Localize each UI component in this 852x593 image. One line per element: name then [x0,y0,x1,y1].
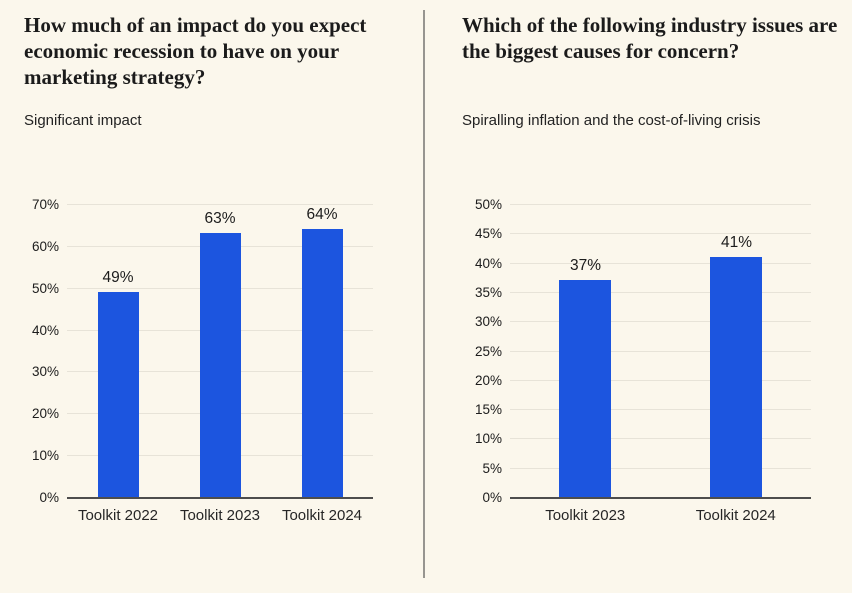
right-chart-panel: Which of the following industry issues a… [429,0,852,593]
bar-value-label: 41% [720,234,753,251]
bar-toolkit-2023 [200,233,241,497]
gridline [510,291,811,293]
bar-value-label: 63% [204,210,236,227]
left-chart-subtitle: Significant impact [24,112,142,129]
gridline [67,204,373,205]
plot-area: 37% 41% [510,204,811,499]
right-chart-subtitle: Spiralling inflation and the cost-of-liv… [462,112,761,129]
y-axis: 0% 10% 20% 30% 40% 50% 60% 70% [23,197,59,505]
x-category-label: Toolkit 2023 [179,507,261,524]
y-tick-label: 15% [474,402,502,418]
x-axis: Toolkit 2023 Toolkit 2024 [510,507,811,524]
y-tick-label: 20% [31,406,59,422]
left-chart-title: How much of an impact do you expect econ… [24,13,367,89]
gridline [510,409,811,411]
gridline [510,262,811,264]
plot-area: 49% 63% 64% [67,204,373,499]
y-tick-label: 30% [474,314,502,330]
y-tick-label: 25% [474,343,502,359]
y-tick-label: 5% [482,460,502,476]
bar-toolkit-2022 [98,292,139,497]
y-tick-label: 45% [474,226,502,242]
right-bar-chart: 0% 5% 10% 15% 20% 25% 30% 35% 40% 45% 50% 37% 41% Too… [466,186,811,536]
x-category-label: Toolkit 2024 [281,507,363,524]
gridline [510,379,811,381]
y-tick-label: 60% [31,238,59,254]
y-tick-label: 40% [31,322,59,338]
left-chart-panel: How much of an impact do you expect econ… [0,0,423,593]
y-tick-label: 50% [474,197,502,212]
x-category-label: Toolkit 2022 [77,507,159,524]
gridline [510,438,811,440]
y-tick-label: 40% [474,255,502,271]
gridline [510,321,811,323]
gridline [510,233,811,235]
right-chart-title: Which of the following industry issues a… [462,13,838,63]
y-tick-label: 30% [31,364,59,380]
x-category-label: Toolkit 2023 [545,507,626,524]
left-bar-chart: 0% 10% 20% 30% 40% 50% 60% 70% 49% 63% 64% Toolkit … [23,186,373,536]
y-tick-label: 10% [31,448,59,464]
y-tick-label: 20% [474,372,502,388]
vertical-divider [423,10,425,578]
bar-value-label: 37% [569,257,602,274]
gridline [510,467,811,469]
y-tick-label: 35% [474,284,502,300]
y-tick-label: 70% [31,197,59,212]
bar-value-label: 64% [306,206,338,223]
bar-toolkit-2024 [302,229,343,497]
x-category-label: Toolkit 2024 [695,507,776,524]
y-tick-label: 10% [474,431,502,447]
y-tick-label: 50% [31,280,59,296]
bar-value-label: 49% [102,269,134,286]
gridline [510,350,811,352]
y-tick-label: 0% [39,490,59,505]
gridline [510,204,811,205]
y-axis: 0% 5% 10% 15% 20% 25% 30% 35% 40% 45% 50% [466,197,502,505]
x-axis: Toolkit 2022 Toolkit 2023 Toolkit 2024 [67,507,373,524]
y-tick-label: 0% [482,490,502,505]
bar-toolkit-2023 [559,280,611,497]
bar-toolkit-2024 [710,257,762,497]
